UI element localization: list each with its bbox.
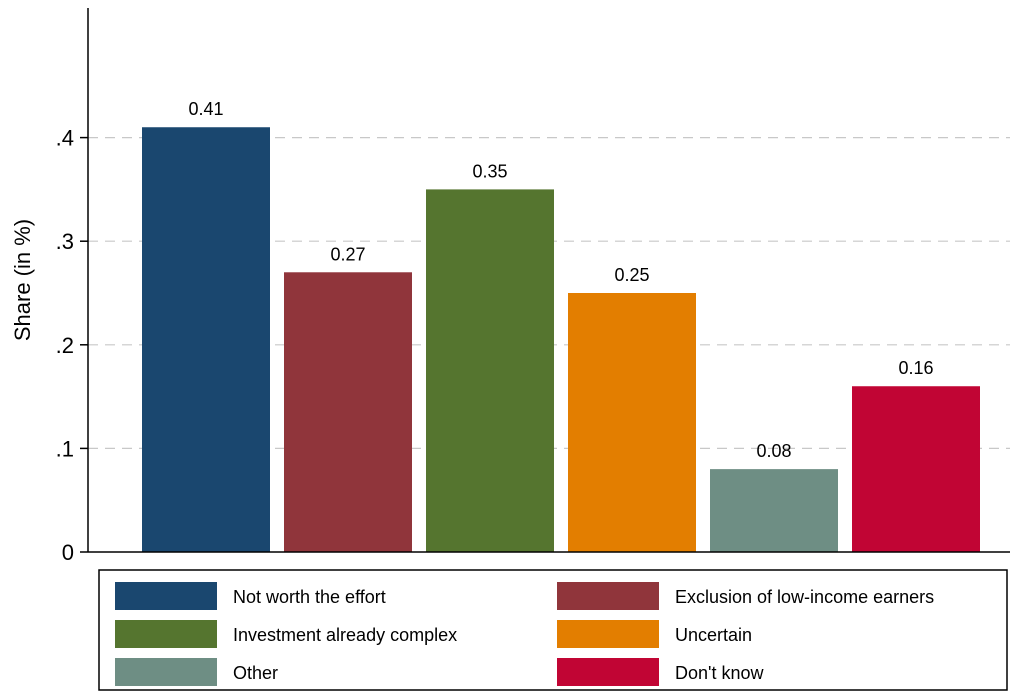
y-axis-title: Share (in %): [10, 219, 35, 341]
bar: [710, 469, 838, 552]
bars: [142, 127, 980, 553]
y-tick-label: .1: [56, 436, 74, 461]
y-tick-label: .4: [56, 126, 74, 151]
legend-label: Uncertain: [675, 625, 752, 645]
legend-label: Exclusion of low-income earners: [675, 587, 934, 607]
bar-value-label: 0.35: [472, 161, 507, 181]
bar: [426, 189, 554, 552]
legend-swatch: [115, 658, 217, 686]
legend-swatch: [557, 658, 659, 686]
bar-value-label: 0.41: [188, 99, 223, 119]
legend-label: Not worth the effort: [233, 587, 386, 607]
value-labels: 0.41 0.27 0.35 0.25 0.08 0.16: [188, 99, 933, 461]
legend-swatch: [557, 582, 659, 610]
axes: [87, 8, 1010, 553]
legend: Not worth the effort Exclusion of low-inc…: [98, 569, 1008, 691]
bar-value-label: 0.16: [898, 358, 933, 378]
bar-value-label: 0.08: [756, 441, 791, 461]
legend-label: Investment already complex: [233, 625, 457, 645]
bar-value-label: 0.25: [614, 265, 649, 285]
legend-label: Other: [233, 663, 278, 683]
y-tick-label: .2: [56, 333, 74, 358]
y-ticks: 0 .1 .2 .3 .4: [56, 126, 88, 565]
legend-swatch: [115, 582, 217, 610]
bar: [142, 127, 270, 553]
y-tick-label: 0: [62, 540, 74, 565]
y-tick-label: .3: [56, 229, 74, 254]
bar: [284, 272, 412, 552]
legend-swatch: [557, 620, 659, 648]
legend-frame: [98, 569, 1008, 691]
bar: [852, 386, 980, 552]
bar: [568, 293, 696, 552]
bar-value-label: 0.27: [330, 244, 365, 264]
legend-label: Don't know: [675, 663, 764, 683]
legend-swatch: [115, 620, 217, 648]
